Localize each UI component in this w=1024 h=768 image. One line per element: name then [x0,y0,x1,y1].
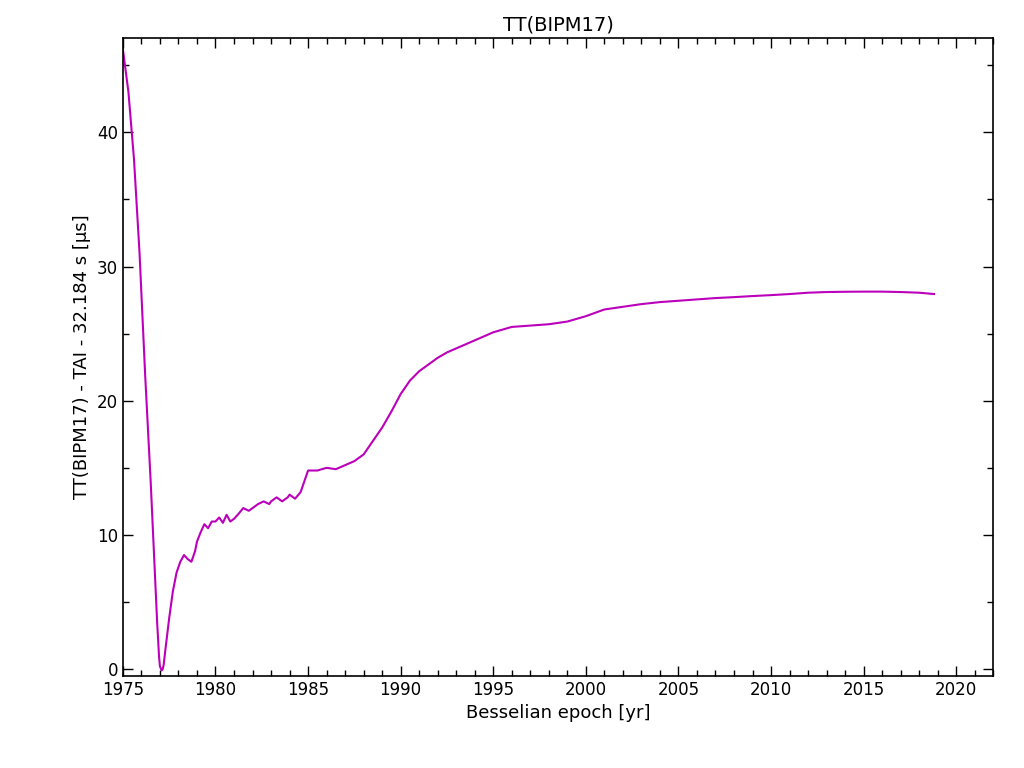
Title: TT(BIPM17): TT(BIPM17) [503,15,613,34]
Y-axis label: TT(BIPM17) - TAI - 32.184 s [μs]: TT(BIPM17) - TAI - 32.184 s [μs] [74,215,91,499]
X-axis label: Besselian epoch [yr]: Besselian epoch [yr] [466,704,650,722]
